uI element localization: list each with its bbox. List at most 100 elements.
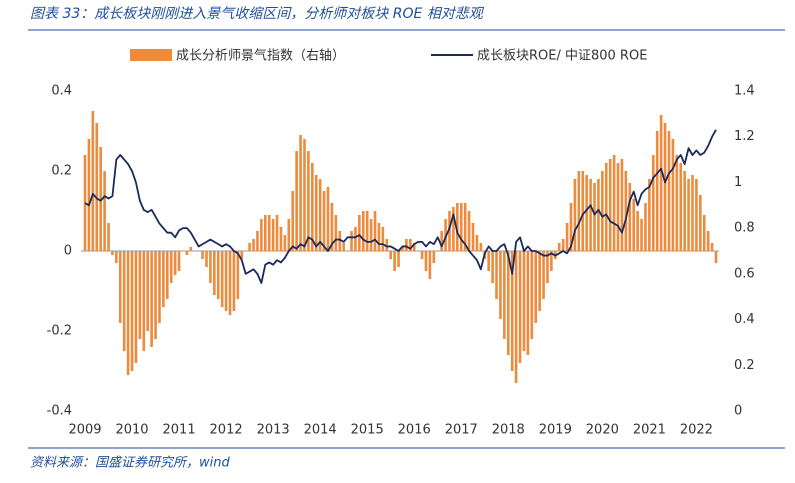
bar	[581, 171, 585, 251]
bar	[224, 251, 228, 311]
bar	[185, 251, 189, 255]
bar	[526, 251, 530, 355]
bar	[522, 251, 526, 351]
bar	[612, 155, 616, 251]
x-tick-label: 2016	[398, 423, 431, 438]
bar	[644, 203, 647, 251]
bar	[271, 219, 275, 251]
bar	[389, 251, 393, 259]
y2-tick-label: 0	[734, 404, 742, 419]
x-tick-label: 2012	[210, 423, 243, 438]
bar	[514, 251, 518, 383]
bar	[510, 251, 514, 371]
x-tick-label: 2014	[304, 423, 337, 438]
bar	[456, 203, 459, 251]
bar	[714, 251, 718, 263]
bar	[350, 231, 353, 251]
bar	[111, 251, 114, 255]
bar	[189, 247, 193, 251]
bar	[354, 227, 357, 251]
bar	[577, 171, 581, 251]
bar	[263, 215, 267, 251]
bar	[655, 131, 659, 251]
bar	[279, 227, 283, 251]
bar	[530, 251, 534, 339]
bar	[220, 251, 224, 307]
bar	[322, 191, 326, 251]
bar	[546, 251, 549, 283]
bar	[216, 251, 220, 299]
bar	[326, 187, 330, 251]
bar	[467, 211, 471, 251]
bar	[659, 115, 663, 251]
bar	[299, 135, 302, 251]
bar	[491, 251, 494, 283]
bar	[401, 247, 404, 251]
bar	[569, 203, 573, 251]
bar	[651, 155, 655, 251]
x-tick-label: 2022	[680, 423, 713, 438]
bar	[146, 251, 150, 331]
bar	[601, 171, 604, 251]
bar	[608, 159, 612, 251]
x-tick-label: 2009	[68, 423, 101, 438]
bar	[440, 231, 443, 251]
bar	[338, 231, 342, 251]
bar	[99, 147, 102, 251]
bar	[471, 223, 475, 251]
bar	[710, 243, 714, 251]
bar	[373, 211, 377, 251]
bar	[130, 251, 134, 371]
bar	[201, 251, 204, 259]
bar	[636, 211, 639, 251]
bar	[405, 239, 408, 251]
y-tick-label: 0.4	[51, 84, 72, 99]
bar	[381, 227, 385, 251]
bar	[311, 163, 314, 251]
legend-label: 成长分析师景气指数（右轴）	[176, 48, 345, 64]
bar	[134, 251, 138, 363]
bar	[154, 251, 157, 339]
y2-tick-label: 0.8	[734, 221, 755, 236]
x-tick-label: 2015	[351, 423, 384, 438]
bar	[463, 203, 467, 251]
bar	[361, 211, 365, 251]
bar	[205, 251, 208, 267]
bar	[295, 151, 298, 251]
bar	[213, 251, 216, 295]
bar	[538, 251, 541, 311]
bar	[158, 251, 161, 323]
y-tick-label: -0.2	[47, 324, 72, 339]
bar	[667, 131, 671, 251]
bar	[699, 195, 702, 251]
bar	[303, 139, 306, 251]
bar	[209, 251, 212, 283]
bar	[561, 239, 565, 251]
bar	[169, 251, 173, 283]
bar	[632, 199, 635, 251]
bar	[475, 235, 479, 251]
bar	[291, 191, 295, 251]
x-tick-label: 2017	[445, 423, 478, 438]
bar	[283, 235, 287, 251]
bar	[503, 251, 506, 339]
legend-label: 成长板块ROE/ 中证800 ROE	[477, 49, 647, 64]
bar	[365, 211, 369, 251]
bar	[408, 239, 412, 251]
bar	[624, 171, 628, 251]
bar	[424, 251, 428, 271]
y-tick-label: -0.4	[47, 404, 72, 419]
bar	[495, 251, 498, 299]
bar	[103, 171, 106, 251]
bar	[691, 175, 694, 251]
bar	[232, 251, 236, 311]
bar	[702, 215, 706, 251]
bar	[397, 251, 400, 267]
bar	[240, 251, 244, 259]
bar	[385, 239, 389, 251]
bar	[248, 243, 251, 251]
x-tick-label: 2011	[163, 423, 196, 438]
x-tick-label: 2018	[492, 423, 525, 438]
